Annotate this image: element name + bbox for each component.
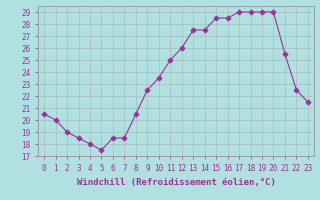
- X-axis label: Windchill (Refroidissement éolien,°C): Windchill (Refroidissement éolien,°C): [76, 178, 276, 187]
